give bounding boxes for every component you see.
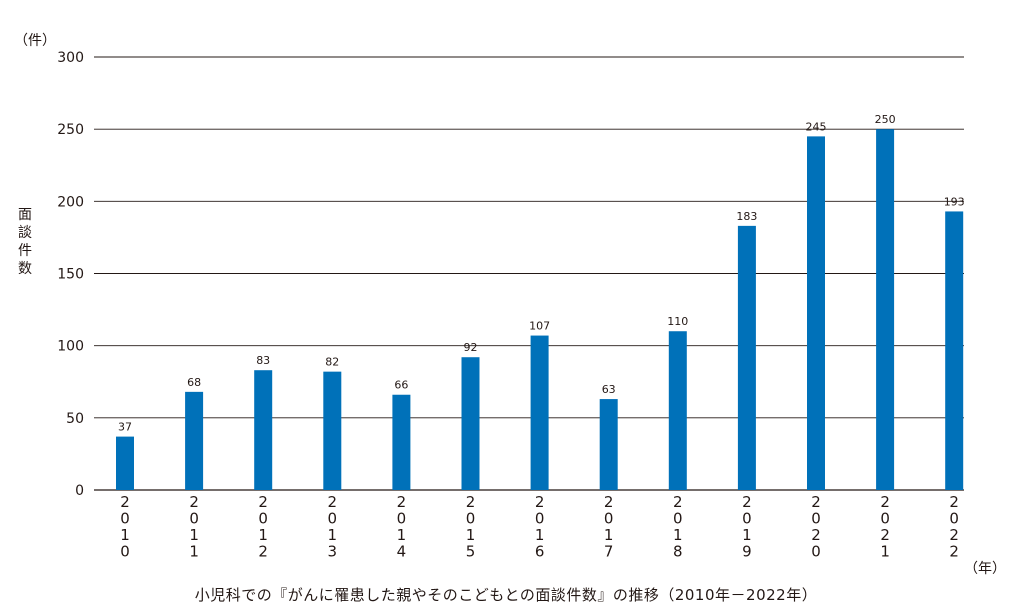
bar-2019 [737, 225, 756, 490]
data-label-2012: 83 [256, 354, 270, 367]
y-tick-label: 150 [57, 267, 84, 283]
bar-2010 [116, 436, 134, 490]
bar-2011 [185, 391, 204, 490]
y-axis-ticks: 0 50 100 150 200 250 300 [57, 50, 84, 499]
y-tick-label: 200 [57, 194, 84, 210]
bar-2012 [254, 370, 273, 490]
bar-2020 [807, 136, 825, 490]
y-tick-label: 50 [66, 411, 84, 427]
y-axis-label: 面談件数 [18, 207, 32, 277]
data-label-2013: 82 [325, 356, 339, 369]
bar-2022 [945, 211, 964, 491]
bar-2016 [530, 335, 549, 490]
y-tick-label: 300 [57, 50, 84, 66]
data-label-2010: 37 [118, 421, 132, 434]
data-label-2018: 110 [667, 315, 688, 328]
bar-2015 [461, 357, 480, 490]
data-label-2019: 183 [736, 210, 757, 223]
bar-2017 [599, 399, 618, 490]
bar-2013 [323, 371, 342, 490]
bars [116, 129, 964, 491]
x-axis-ticks: 2 0 1 0 2 0 1 1 2 0 1 2 2 0 1 3 2 0 1 4 2 0 1 5 2 0 1 6 2 0 1 7 2 0 1 8 2 0 1 9… [120, 493, 959, 561]
chart-title: 小児科での『がんに罹患した親やそのこどもとの面談件数』の推移（2010年－202… [194, 586, 818, 604]
x-axis-unit: （年） [964, 561, 1006, 577]
data-label-2011: 68 [187, 376, 201, 389]
data-label-2021: 250 [875, 113, 896, 126]
bar-2018 [668, 331, 687, 490]
y-axis-unit: （件） [14, 33, 56, 49]
y-tick-label: 0 [75, 483, 84, 499]
y-tick-label: 100 [57, 339, 84, 355]
data-label-2020: 245 [806, 120, 827, 133]
value-labels: 37 68 83 82 66 92 107 63 110 183 245 250 193 [118, 113, 965, 433]
y-tick-label: 250 [57, 122, 84, 138]
data-label-2014: 66 [394, 379, 408, 392]
gridlines [94, 56, 964, 491]
data-label-2017: 63 [602, 383, 616, 396]
data-label-2015: 92 [464, 341, 478, 354]
data-label-2022: 193 [944, 195, 965, 208]
data-label-2016: 107 [529, 320, 550, 333]
bar-2014 [392, 394, 411, 490]
bar-2021 [876, 129, 895, 490]
